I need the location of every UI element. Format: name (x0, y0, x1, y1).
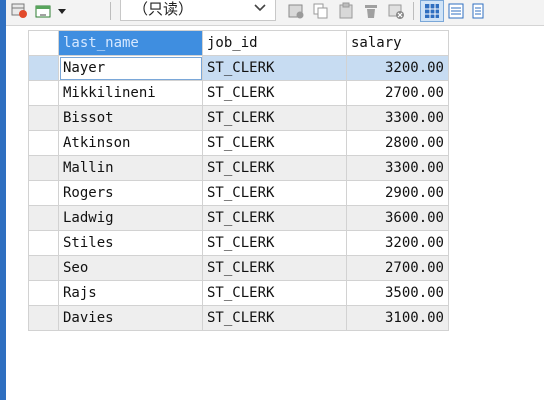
checkbox-header (28, 30, 59, 56)
cell-job-id[interactable]: ST_CLERK (202, 255, 347, 281)
cell-job-id[interactable]: ST_CLERK (202, 105, 347, 131)
cell-job-id[interactable]: ST_CLERK (202, 180, 347, 206)
left-window-edge (0, 0, 6, 400)
mode-select-label: （只读） (133, 0, 194, 18)
table-row[interactable]: Rogers ST_CLERK 2900.00 (28, 180, 449, 206)
cell-job-id[interactable]: ST_CLERK (202, 80, 347, 106)
result-grid: last_name job_id salary Nayer ST_CLERK 320… (28, 30, 449, 331)
cell-last-name[interactable]: Bissot (58, 105, 203, 131)
row-checkbox-cell (28, 105, 59, 131)
cell-salary[interactable]: 3300.00 (346, 105, 449, 131)
delete-icon (365, 5, 377, 18)
cell-last-name[interactable]: Rajs (58, 280, 203, 306)
row-checkbox-cell (28, 230, 59, 256)
table-row[interactable]: Bissot ST_CLERK 3300.00 (28, 105, 449, 131)
table-row[interactable]: Seo ST_CLERK 2700.00 (28, 255, 449, 281)
table-row[interactable]: Atkinson ST_CLERK 2800.00 (28, 130, 449, 156)
save-button[interactable] (285, 0, 307, 22)
form-view-icon (448, 3, 464, 19)
clear-icon (388, 4, 404, 19)
copy-icon (313, 3, 328, 19)
toolbar-separator (413, 2, 414, 20)
save-icon (288, 4, 304, 19)
cell-salary[interactable]: 3500.00 (346, 280, 449, 306)
table-row[interactable]: Mikkilineni ST_CLERK 2700.00 (28, 80, 449, 106)
column-header-job-id[interactable]: job_id (202, 30, 347, 56)
row-checkbox-cell (28, 205, 59, 231)
cell-last-name[interactable]: Stiles (58, 230, 203, 256)
cell-last-name[interactable]: Davies (58, 305, 203, 331)
cell-last-name[interactable]: Ladwig (58, 205, 203, 231)
mode-select[interactable]: （只读） (120, 0, 276, 21)
chevron-down-icon (254, 4, 266, 12)
text-view-button[interactable] (470, 0, 490, 22)
cell-last-name[interactable]: Nayer (58, 55, 203, 81)
cell-salary[interactable]: 2800.00 (346, 130, 449, 156)
cell-job-id[interactable]: ST_CLERK (202, 305, 347, 331)
cell-job-id[interactable]: ST_CLERK (202, 205, 347, 231)
column-header-salary[interactable]: salary (346, 30, 449, 56)
cell-salary[interactable]: 3200.00 (346, 230, 449, 256)
grid-view-button[interactable] (420, 0, 444, 22)
toolbar: （只读） (6, 0, 544, 26)
cell-last-name[interactable]: Atkinson (58, 130, 203, 156)
cell-salary[interactable]: 3300.00 (346, 155, 449, 181)
row-checkbox-cell (28, 130, 59, 156)
cell-salary[interactable]: 2700.00 (346, 255, 449, 281)
paste-icon (339, 2, 353, 19)
row-checkbox-cell (28, 255, 59, 281)
table-settings-icon (11, 3, 27, 18)
text-view-icon (472, 3, 484, 19)
table-settings-button[interactable] (8, 0, 30, 22)
grid-view-icon (425, 4, 439, 18)
table-row[interactable]: Nayer ST_CLERK 3200.00 (28, 55, 449, 81)
delete-button[interactable] (360, 0, 382, 22)
table-row[interactable]: Stiles ST_CLERK 3200.00 (28, 230, 449, 256)
cell-salary[interactable]: 3600.00 (346, 205, 449, 231)
cell-job-id[interactable]: ST_CLERK (202, 155, 347, 181)
cell-last-name[interactable]: Mikkilineni (58, 80, 203, 106)
row-checkbox-cell (28, 305, 59, 331)
cell-job-id[interactable]: ST_CLERK (202, 280, 347, 306)
copy-button[interactable] (310, 0, 332, 22)
row-checkbox-cell (28, 155, 59, 181)
cell-salary[interactable]: 3200.00 (346, 55, 449, 81)
dropdown-arrow-icon (58, 9, 66, 14)
table-row[interactable]: Mallin ST_CLERK 3300.00 (28, 155, 449, 181)
cell-last-name[interactable]: Rogers (58, 180, 203, 206)
cell-salary[interactable]: 3100.00 (346, 305, 449, 331)
table-row[interactable]: Davies ST_CLERK 3100.00 (28, 305, 449, 331)
toolbar-separator (110, 2, 111, 20)
cell-job-id[interactable]: ST_CLERK (202, 55, 347, 81)
clear-button[interactable] (385, 0, 407, 22)
paste-button[interactable] (335, 0, 357, 22)
row-checkbox-cell (28, 80, 59, 106)
column-header-last-name[interactable]: last_name (58, 30, 203, 56)
cell-job-id[interactable]: ST_CLERK (202, 130, 347, 156)
cell-salary[interactable]: 2900.00 (346, 180, 449, 206)
add-row-icon (35, 5, 51, 18)
cell-last-name[interactable]: Seo (58, 255, 203, 281)
grid-header-row: last_name job_id salary (28, 30, 449, 56)
cell-job-id[interactable]: ST_CLERK (202, 230, 347, 256)
table-row[interactable]: Rajs ST_CLERK 3500.00 (28, 280, 449, 306)
row-checkbox-cell (28, 55, 59, 81)
row-checkbox-cell (28, 280, 59, 306)
cell-last-name[interactable]: Mallin (58, 155, 203, 181)
form-view-button[interactable] (446, 0, 468, 22)
cell-salary[interactable]: 2700.00 (346, 80, 449, 106)
add-row-button[interactable] (33, 0, 71, 22)
row-checkbox-cell (28, 180, 59, 206)
table-row[interactable]: Ladwig ST_CLERK 3600.00 (28, 205, 449, 231)
